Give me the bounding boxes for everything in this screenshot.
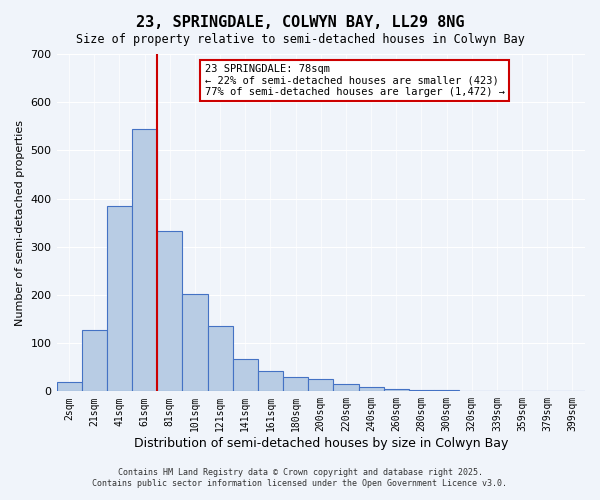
Y-axis label: Number of semi-detached properties: Number of semi-detached properties	[15, 120, 25, 326]
Text: Contains HM Land Registry data © Crown copyright and database right 2025.
Contai: Contains HM Land Registry data © Crown c…	[92, 468, 508, 487]
Bar	[334, 384, 359, 392]
Bar	[182, 294, 208, 392]
Bar	[434, 390, 459, 392]
X-axis label: Distribution of semi-detached houses by size in Colwyn Bay: Distribution of semi-detached houses by …	[134, 437, 508, 450]
Text: Size of property relative to semi-detached houses in Colwyn Bay: Size of property relative to semi-detach…	[76, 32, 524, 46]
Bar	[308, 380, 334, 392]
Text: 23, SPRINGDALE, COLWYN BAY, LL29 8NG: 23, SPRINGDALE, COLWYN BAY, LL29 8NG	[136, 15, 464, 30]
Bar	[157, 231, 182, 392]
Bar	[132, 128, 157, 392]
Bar	[208, 326, 233, 392]
Bar	[107, 206, 132, 392]
Bar	[56, 382, 82, 392]
Bar	[233, 358, 258, 392]
Text: 23 SPRINGDALE: 78sqm
← 22% of semi-detached houses are smaller (423)
77% of semi: 23 SPRINGDALE: 78sqm ← 22% of semi-detac…	[205, 64, 505, 98]
Bar	[283, 378, 308, 392]
Bar	[409, 390, 434, 392]
Bar	[82, 330, 107, 392]
Bar	[383, 389, 409, 392]
Bar	[359, 388, 383, 392]
Bar	[258, 370, 283, 392]
